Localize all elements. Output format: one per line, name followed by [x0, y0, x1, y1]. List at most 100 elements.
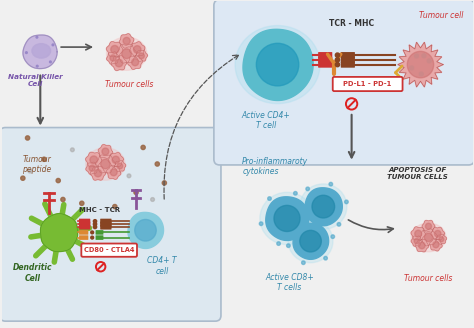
- Polygon shape: [86, 162, 98, 174]
- Circle shape: [335, 62, 339, 67]
- Circle shape: [21, 176, 25, 180]
- Circle shape: [94, 170, 101, 177]
- Circle shape: [112, 156, 119, 164]
- Circle shape: [100, 159, 110, 169]
- Text: Tumour cells: Tumour cells: [105, 80, 153, 89]
- Circle shape: [410, 66, 413, 70]
- Circle shape: [439, 237, 444, 242]
- Circle shape: [422, 54, 426, 58]
- FancyBboxPatch shape: [341, 62, 355, 68]
- Circle shape: [312, 195, 335, 218]
- Polygon shape: [41, 214, 78, 252]
- Circle shape: [335, 58, 339, 62]
- Polygon shape: [429, 238, 442, 251]
- Polygon shape: [119, 34, 134, 48]
- Polygon shape: [90, 166, 106, 180]
- Circle shape: [132, 59, 138, 66]
- Polygon shape: [243, 29, 313, 100]
- Circle shape: [324, 256, 328, 260]
- Circle shape: [117, 163, 123, 169]
- Circle shape: [259, 222, 263, 226]
- Text: APOPTOSIS OF
TUMOUR CELLS: APOPTOSIS OF TUMOUR CELLS: [387, 167, 448, 180]
- FancyBboxPatch shape: [100, 221, 111, 227]
- FancyBboxPatch shape: [214, 0, 474, 165]
- Circle shape: [435, 230, 441, 237]
- FancyBboxPatch shape: [79, 235, 88, 240]
- Circle shape: [427, 59, 431, 63]
- Polygon shape: [431, 227, 445, 240]
- Circle shape: [134, 190, 138, 195]
- Ellipse shape: [300, 184, 347, 229]
- Circle shape: [419, 242, 425, 249]
- Ellipse shape: [32, 44, 51, 58]
- FancyBboxPatch shape: [0, 128, 221, 321]
- Circle shape: [71, 148, 74, 152]
- Polygon shape: [108, 153, 123, 167]
- FancyBboxPatch shape: [100, 224, 111, 230]
- Circle shape: [316, 218, 319, 221]
- Circle shape: [162, 181, 166, 185]
- Circle shape: [329, 182, 333, 186]
- Polygon shape: [422, 220, 435, 232]
- Text: Tumour
peptide: Tumour peptide: [22, 154, 52, 174]
- FancyBboxPatch shape: [79, 224, 91, 230]
- Circle shape: [28, 169, 32, 173]
- FancyBboxPatch shape: [318, 62, 332, 68]
- Circle shape: [301, 261, 305, 264]
- Circle shape: [306, 187, 310, 191]
- Ellipse shape: [107, 37, 147, 70]
- FancyBboxPatch shape: [341, 57, 355, 63]
- Circle shape: [123, 37, 130, 45]
- Circle shape: [111, 46, 118, 53]
- Circle shape: [293, 192, 297, 195]
- Circle shape: [102, 148, 109, 155]
- Circle shape: [155, 162, 159, 166]
- FancyBboxPatch shape: [82, 243, 137, 257]
- Circle shape: [138, 53, 145, 59]
- Circle shape: [303, 236, 306, 240]
- Circle shape: [256, 43, 299, 86]
- Polygon shape: [111, 56, 127, 71]
- FancyBboxPatch shape: [96, 235, 103, 240]
- Polygon shape: [114, 160, 126, 172]
- FancyBboxPatch shape: [318, 52, 332, 58]
- Circle shape: [345, 200, 348, 204]
- Polygon shape: [136, 50, 147, 61]
- Circle shape: [337, 222, 341, 226]
- Polygon shape: [128, 55, 142, 69]
- Text: Active CD4+
T cell: Active CD4+ T cell: [241, 111, 290, 130]
- Circle shape: [110, 169, 117, 176]
- FancyBboxPatch shape: [79, 219, 91, 224]
- Ellipse shape: [86, 148, 125, 180]
- Polygon shape: [107, 165, 121, 179]
- Circle shape: [300, 230, 321, 252]
- Polygon shape: [420, 229, 437, 246]
- Ellipse shape: [260, 192, 314, 245]
- Polygon shape: [266, 197, 309, 240]
- Polygon shape: [23, 35, 57, 69]
- Circle shape: [91, 236, 93, 239]
- Polygon shape: [117, 44, 137, 63]
- Circle shape: [299, 210, 302, 213]
- Polygon shape: [436, 234, 447, 244]
- FancyBboxPatch shape: [318, 57, 332, 63]
- Text: TCR - MHC: TCR - MHC: [329, 19, 374, 28]
- Polygon shape: [293, 223, 328, 259]
- Circle shape: [93, 220, 97, 223]
- Text: Tumour cell: Tumour cell: [419, 11, 464, 20]
- Circle shape: [89, 165, 95, 171]
- Text: CD4+ T
cell: CD4+ T cell: [147, 256, 177, 276]
- Text: Active CD8+
T cells: Active CD8+ T cells: [265, 273, 314, 292]
- Circle shape: [91, 231, 93, 234]
- Circle shape: [314, 227, 318, 231]
- Circle shape: [80, 201, 84, 205]
- Circle shape: [268, 197, 271, 200]
- Circle shape: [419, 72, 423, 76]
- FancyBboxPatch shape: [333, 77, 402, 91]
- Circle shape: [56, 178, 60, 183]
- Circle shape: [426, 223, 431, 229]
- Circle shape: [335, 53, 339, 57]
- Circle shape: [274, 205, 300, 232]
- Circle shape: [415, 230, 422, 237]
- Polygon shape: [95, 155, 115, 173]
